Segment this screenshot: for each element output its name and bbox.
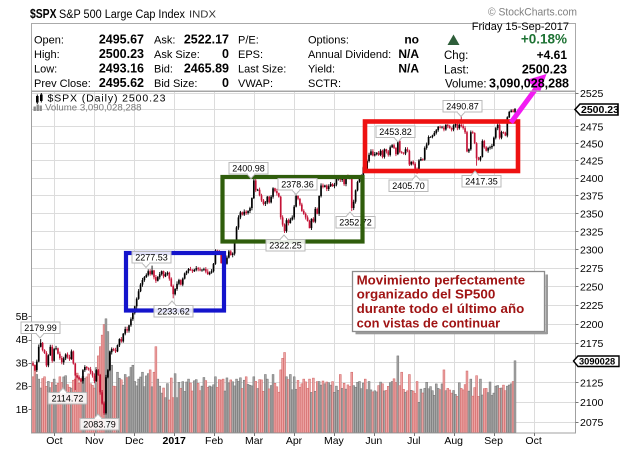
svg-text:2322.25: 2322.25 (269, 240, 302, 250)
svg-text:2453.82: 2453.82 (379, 127, 412, 137)
svg-text:Bid:: Bid: (154, 63, 173, 75)
svg-text:2400: 2400 (580, 173, 604, 185)
svg-text:2522.17: 2522.17 (184, 32, 229, 46)
svg-text:2179.99: 2179.99 (24, 323, 57, 333)
svg-text:2B: 2B (16, 382, 29, 393)
svg-text:2375: 2375 (580, 191, 604, 203)
svg-text:4B: 4B (16, 335, 29, 346)
svg-text:2225: 2225 (580, 300, 604, 312)
svg-text:S&P 500 Large Cap Index: S&P 500 Large Cap Index (59, 9, 185, 21)
svg-text:Jun: Jun (365, 435, 382, 447)
svg-text:Low:: Low: (34, 63, 57, 75)
svg-text:2114.72: 2114.72 (52, 393, 84, 403)
svg-text:Bid Size:: Bid Size: (154, 78, 197, 90)
svg-text:5B: 5B (16, 312, 29, 323)
svg-text:Friday 15-Sep-2017: Friday 15-Sep-2017 (472, 21, 569, 33)
svg-text:durante todo el último año: durante todo el último año (357, 301, 525, 316)
svg-text:2490.87: 2490.87 (446, 101, 479, 111)
svg-text:2200: 2200 (580, 319, 604, 331)
svg-text:$SPX: $SPX (30, 7, 57, 21)
svg-text:Options:: Options: (308, 34, 349, 46)
svg-text:2350: 2350 (580, 208, 604, 220)
svg-text:SCTR:: SCTR: (308, 78, 341, 90)
svg-text:Open:: Open: (34, 34, 64, 46)
svg-text:2425: 2425 (580, 156, 604, 168)
svg-text:2275: 2275 (580, 263, 604, 275)
svg-text:2378.36: 2378.36 (281, 179, 314, 189)
svg-text:2405.70: 2405.70 (392, 181, 425, 191)
svg-text:Last:: Last: (444, 64, 469, 76)
svg-text:Last Size:: Last Size: (238, 63, 286, 75)
svg-text:Feb: Feb (205, 435, 223, 447)
svg-text:2125: 2125 (580, 377, 604, 389)
svg-text:INDX: INDX (189, 10, 216, 21)
svg-text:Prev Close:: Prev Close: (34, 78, 91, 90)
svg-text:Mar: Mar (245, 435, 264, 447)
svg-text:0: 0 (222, 76, 229, 90)
svg-text:Ask:: Ask: (154, 34, 175, 46)
svg-text:1B: 1B (16, 405, 29, 416)
svg-text:2495.62: 2495.62 (99, 76, 144, 90)
svg-text:2450: 2450 (580, 139, 604, 151)
svg-text:2465.89: 2465.89 (184, 61, 229, 75)
svg-text:2325: 2325 (580, 226, 604, 238)
svg-text:Oct: Oct (46, 435, 62, 447)
svg-text:Yield:: Yield: (308, 63, 335, 75)
svg-text:2277.53: 2277.53 (135, 252, 168, 262)
svg-text:Aug: Aug (444, 435, 463, 447)
svg-text:$SPX (Daily) 2500.23: $SPX (Daily) 2500.23 (48, 93, 166, 105)
svg-text:2400.98: 2400.98 (232, 163, 265, 173)
svg-text:2417.35: 2417.35 (465, 176, 498, 186)
svg-text:2100: 2100 (580, 397, 604, 409)
svg-text:2250: 2250 (580, 281, 604, 293)
svg-text:2017: 2017 (163, 435, 187, 447)
svg-text:no: no (404, 32, 419, 46)
svg-text:Chg:: Chg: (444, 50, 468, 62)
svg-text:2300: 2300 (580, 245, 604, 257)
svg-text:N/A: N/A (398, 61, 419, 75)
svg-text:2495.67: 2495.67 (99, 32, 144, 46)
svg-text:3B: 3B (16, 358, 29, 369)
svg-text:Volume:: Volume: (445, 79, 487, 91)
svg-text:Annual Dividend:: Annual Dividend: (308, 49, 391, 61)
svg-text:Volume 3,090,028,288: Volume 3,090,028,288 (45, 103, 142, 114)
svg-text:0: 0 (222, 47, 229, 61)
svg-text:N/A: N/A (398, 47, 419, 61)
svg-text:2500.23: 2500.23 (99, 47, 144, 61)
svg-text:Apr: Apr (286, 435, 303, 447)
svg-text:2352.72: 2352.72 (339, 217, 372, 227)
svg-text:Movimiento perfectamente: Movimiento perfectamente (357, 272, 526, 287)
svg-text:Ask Size:: Ask Size: (154, 49, 200, 61)
svg-text:3,090,028,288: 3,090,028,288 (489, 77, 569, 91)
svg-text:2175: 2175 (580, 338, 604, 350)
svg-text:2075: 2075 (580, 417, 604, 429)
svg-text:+0.18%: +0.18% (521, 32, 567, 47)
svg-text:EPS:: EPS: (238, 49, 263, 61)
svg-text:P/E:: P/E: (238, 34, 259, 46)
svg-text:Jul: Jul (407, 435, 420, 447)
svg-text:2475: 2475 (580, 121, 604, 133)
svg-text:May: May (324, 435, 345, 447)
svg-text:© StockCharts.com: © StockCharts.com (488, 7, 577, 19)
svg-text:Nov: Nov (85, 435, 104, 447)
svg-text:Sep: Sep (484, 435, 503, 447)
svg-text:2233.62: 2233.62 (157, 306, 190, 316)
svg-text:2525: 2525 (580, 88, 604, 100)
svg-text:Oct: Oct (525, 435, 541, 447)
svg-text:2500.23: 2500.23 (581, 104, 619, 116)
svg-text:2083.79: 2083.79 (83, 419, 116, 429)
svg-text:Dec: Dec (125, 435, 144, 447)
svg-text:2493.16: 2493.16 (99, 61, 144, 75)
svg-text:con vistas de continuar: con vistas de continuar (357, 315, 501, 330)
svg-text:High:: High: (34, 49, 60, 61)
svg-text:3090028: 3090028 (579, 356, 615, 366)
svg-text:2500.23: 2500.23 (522, 62, 567, 76)
svg-text:organizado del SP500: organizado del SP500 (357, 287, 496, 302)
svg-text:+4.61: +4.61 (537, 48, 568, 62)
svg-text:VWAP:: VWAP: (238, 78, 273, 90)
